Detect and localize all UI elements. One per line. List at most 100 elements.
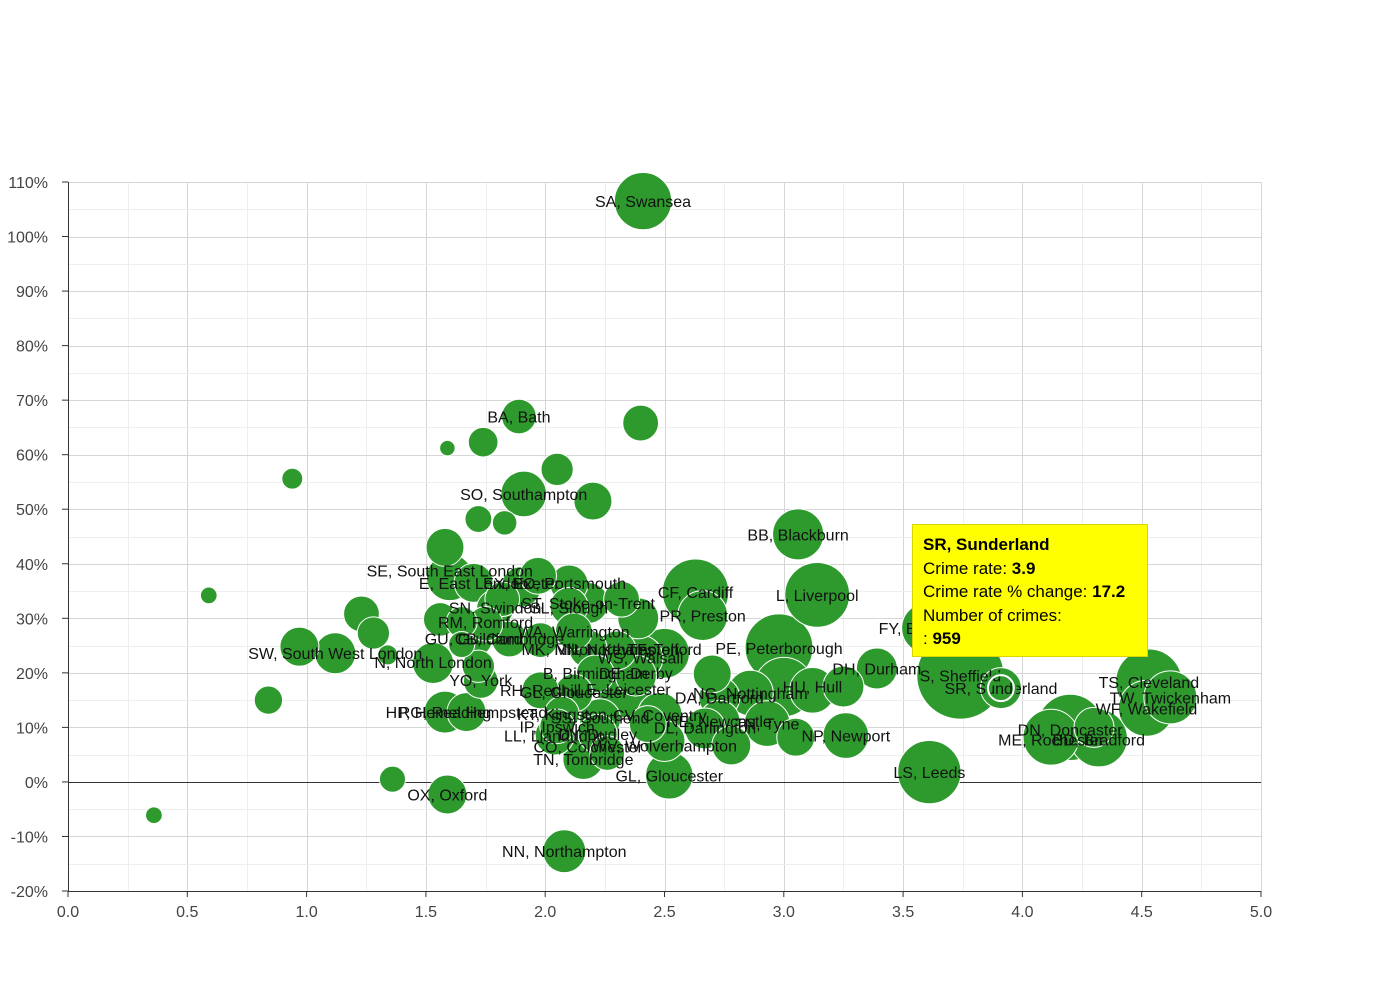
y-tick-label: 100%	[7, 230, 48, 247]
y-tick-label: 50%	[16, 502, 48, 519]
bubble[interactable]	[522, 622, 559, 658]
bubble-label: NN, Northampton	[555, 642, 680, 659]
bubble[interactable]	[491, 510, 518, 536]
bubble[interactable]	[427, 774, 468, 815]
bubble-label: IP, Ipswich	[519, 719, 594, 736]
bubble[interactable]	[253, 685, 284, 715]
bubble[interactable]	[519, 556, 557, 595]
bubble-label: TF, Telford	[627, 642, 701, 659]
y-tick-label: 10%	[16, 720, 48, 737]
bubble-label: LE, Leicester	[577, 682, 671, 699]
bubble[interactable]	[628, 705, 667, 744]
bubble[interactable]	[622, 404, 660, 442]
bubble-label: MK, Milton Keynes	[521, 642, 654, 659]
y-tick-label: 110%	[8, 175, 48, 192]
bubble-label: DA, Dartford	[675, 690, 764, 707]
bubble-label: DE, Derby	[599, 666, 673, 683]
bubble[interactable]	[897, 739, 962, 805]
bubble[interactable]	[439, 439, 456, 457]
bubble-label: BA, Bath	[487, 410, 550, 427]
bubble-label: TN, Tonbridge	[533, 752, 633, 769]
bubbles	[145, 171, 1198, 874]
bubble-label: BD, Bradford	[1053, 732, 1145, 749]
bubble-label: CV, Coventry	[613, 708, 707, 725]
bubble-label: BB, Blackburn	[747, 527, 848, 544]
tooltip-count-value: 959	[932, 629, 961, 648]
bubble[interactable]	[692, 654, 732, 694]
bubble[interactable]	[446, 692, 487, 733]
bubble[interactable]	[539, 708, 575, 745]
bubble-label: CO, Colchester	[533, 739, 643, 756]
bubble-label: SA, Swansea	[595, 194, 691, 211]
bubble[interactable]	[822, 665, 865, 708]
bubble-label: LS, Leeds	[893, 765, 965, 782]
highlight-marker	[985, 672, 1017, 704]
bubble[interactable]	[784, 561, 851, 628]
bubble[interactable]	[603, 580, 640, 618]
bubble[interactable]	[776, 717, 816, 757]
bubble[interactable]	[855, 647, 898, 690]
bubble-label: TS, Cleveland	[1099, 675, 1200, 692]
bubble-label: SW, South West London	[248, 646, 422, 663]
highlight-ring	[986, 674, 1015, 703]
bubble-label: RG, Reading	[399, 705, 492, 722]
bubble-label: SE, South East London	[367, 563, 533, 580]
bubble[interactable]	[501, 398, 537, 435]
bubble[interactable]	[1073, 706, 1115, 748]
bubble[interactable]	[453, 562, 494, 603]
bubble-label: E, East London	[419, 576, 528, 593]
bubble-label: GL, Gloucester	[615, 768, 723, 785]
bubble[interactable]	[461, 649, 496, 683]
bubble[interactable]	[613, 171, 673, 231]
y-tick-label: 0%	[25, 775, 48, 792]
bubble[interactable]	[540, 452, 574, 487]
bubble[interactable]	[772, 508, 825, 561]
bubble[interactable]	[542, 829, 587, 874]
bubble[interactable]	[573, 481, 613, 521]
bubble[interactable]	[145, 806, 163, 825]
bubble[interactable]	[500, 470, 548, 518]
y-tick-label: 60%	[16, 448, 48, 465]
tooltip-title: SR, Sunderland	[923, 535, 1050, 554]
bubble-label: HP, Hemel Hempstead	[386, 705, 548, 722]
bubble[interactable]	[356, 616, 391, 650]
bubble[interactable]	[822, 712, 870, 759]
bubble-label: SR, Sunderland	[944, 681, 1057, 698]
bubble-label: LL, Llandudno	[504, 729, 606, 746]
bubble-label: SN, Swindon	[449, 600, 542, 617]
bubble[interactable]	[521, 671, 560, 710]
bubble[interactable]	[589, 735, 626, 771]
bubble-labels: SA, Swansea BA, Bath SO, Southampton BB, Bl…	[248, 194, 1231, 861]
bubble[interactable]	[464, 505, 493, 533]
bubble[interactable]	[377, 644, 399, 666]
bubble-label: PO, Portsmouth	[512, 576, 626, 593]
bubble-label: NG, Nottingham	[693, 686, 808, 703]
bubble[interactable]	[281, 467, 304, 490]
x-tick-label: 3.0	[773, 904, 795, 921]
bubble-label: HU, Hull	[783, 679, 843, 696]
bubble[interactable]	[677, 590, 729, 641]
tooltip: SR, Sunderland Crime rate: 3.9 Crime rat…	[912, 524, 1148, 657]
bubble[interactable]	[711, 725, 752, 766]
bubble-label: GL, Gloucester	[520, 685, 628, 702]
bubble-label: N, North London	[374, 655, 491, 672]
bubble[interactable]	[467, 426, 499, 458]
bubble-label: ST, Stoke-on-Trent	[521, 596, 655, 613]
x-tick-label: 2.0	[534, 904, 556, 921]
x-tick-label: 0.0	[57, 904, 79, 921]
x-tick-label: 1.5	[415, 904, 437, 921]
tooltip-change-value: 17.2	[1092, 582, 1126, 601]
y-tick-label: 80%	[16, 339, 48, 356]
bubble[interactable]	[448, 630, 476, 659]
bubble[interactable]	[279, 626, 320, 667]
bubble-label: SL, Slough	[530, 600, 608, 617]
bubble[interactable]	[1143, 670, 1198, 725]
x-tick-label: 4.5	[1131, 904, 1153, 921]
bubble[interactable]	[378, 765, 407, 793]
bubble-label: PE, Peterborough	[715, 641, 842, 658]
bubble[interactable]	[199, 586, 218, 605]
bubble[interactable]	[412, 642, 455, 685]
bubble[interactable]	[425, 527, 465, 567]
bubble-label: TN, Tyne	[735, 717, 800, 734]
